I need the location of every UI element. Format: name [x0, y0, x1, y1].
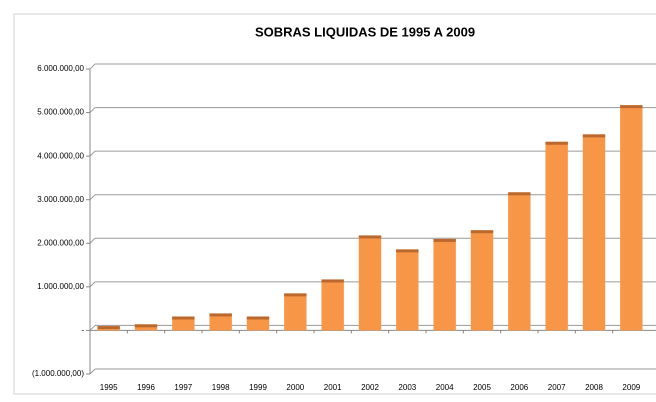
y-tick-label: 3.000.000,00: [37, 195, 84, 204]
y-tick-label: 6.000.000,00: [37, 64, 84, 73]
bar: [321, 279, 344, 331]
x-tick-label: 2002: [361, 383, 379, 392]
x-tick-label: 2004: [436, 383, 454, 392]
bar-top: [433, 238, 456, 242]
bar: [246, 316, 270, 331]
bar-top: [284, 293, 307, 297]
y-tick-label: 4.000.000,00: [37, 151, 84, 160]
x-tick-label: 1996: [137, 383, 155, 392]
grid-line-side: [89, 281, 96, 288]
x-tick-label: 2001: [324, 383, 342, 392]
bar-top: [358, 235, 382, 239]
bar: [172, 316, 195, 331]
x-tick-label: 2009: [622, 383, 640, 392]
chart-title: SOBRAS LIQUIDAS DE 1995 A 2009: [255, 24, 475, 39]
bar-top: [321, 279, 344, 283]
x-tick-label: 1995: [100, 383, 118, 392]
bar: [545, 141, 568, 331]
bar: [209, 313, 232, 331]
bar: [582, 134, 606, 331]
bar-top: [582, 134, 606, 138]
bar: [508, 192, 531, 331]
grid-line-side: [89, 325, 96, 331]
y-tick-label: 5.000.000,00: [37, 108, 84, 117]
x-tick-label: 2007: [548, 383, 566, 392]
x-tick-label: 1999: [249, 383, 267, 392]
bar: [134, 324, 158, 331]
grid-line-side: [89, 107, 96, 113]
y-tick-label: 1.000.000,00: [37, 282, 84, 291]
bar: [470, 230, 494, 331]
bar: [433, 238, 456, 331]
bar: [358, 235, 382, 331]
x-tick-label: 2008: [585, 383, 603, 392]
grid-line-side: [89, 237, 96, 244]
bar-top: [508, 192, 531, 196]
x-tick-label: 2000: [286, 383, 304, 392]
bar-top: [246, 316, 270, 320]
grid-line-side: [89, 150, 96, 157]
bar-top: [470, 230, 494, 234]
x-tick-label: 1998: [212, 383, 230, 392]
x-tick-label: 2006: [510, 383, 528, 392]
bar-top: [134, 324, 158, 328]
x-tick-label: 1997: [174, 383, 192, 392]
y-tick-label: -: [81, 326, 84, 335]
grid-line-side: [89, 194, 96, 201]
bar-top: [172, 316, 195, 320]
bar-top: [545, 141, 568, 145]
bar-top: [620, 105, 643, 109]
bar-top: [396, 249, 419, 253]
x-tick-label: 2003: [398, 383, 416, 392]
x-tick-label: 2005: [473, 383, 491, 392]
bar: [284, 293, 307, 331]
bar-top: [97, 326, 120, 330]
bar-top: [209, 313, 232, 317]
y-tick-label: 2.000.000,00: [37, 238, 84, 247]
bar: [396, 249, 419, 331]
y-tick-label: (1.000.000,00): [32, 369, 84, 378]
grid-line-side: [89, 63, 96, 70]
grid-line-side: [89, 368, 96, 375]
bar: [620, 105, 643, 331]
